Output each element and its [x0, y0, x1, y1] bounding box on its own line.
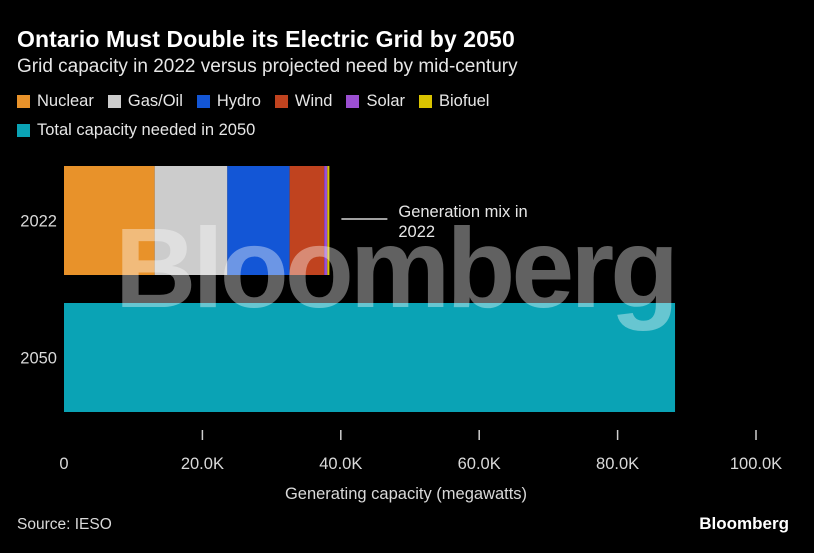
bloomberg-logo: Bloomberg	[699, 514, 789, 533]
legend-item-total-2050: Total capacity needed in 2050	[17, 121, 255, 140]
legend-label: Nuclear	[37, 92, 94, 110]
legend-item-nuclear: Nuclear	[17, 92, 94, 111]
legend-item-wind: Wind	[274, 92, 333, 111]
legend-label: Wind	[294, 92, 333, 110]
bar-2022-biofuel	[327, 166, 330, 275]
x-tick-label: 80.0K	[596, 455, 639, 473]
watermark: Bloomberg	[115, 205, 675, 331]
legend-item-biofuel: Biofuel	[419, 92, 489, 111]
legend-label: Total capacity needed in 2050	[37, 121, 256, 139]
legend-label: Biofuel	[439, 92, 490, 110]
x-tick-label: 0	[59, 455, 68, 473]
legend-swatch	[274, 95, 288, 108]
legend-label: Gas/Oil	[127, 92, 183, 110]
legend-swatch	[17, 124, 30, 137]
x-tick-label: 40.0K	[319, 455, 362, 473]
legend-swatch	[419, 95, 433, 108]
chart-subtitle: Grid capacity in 2022 versus projected n…	[17, 56, 518, 77]
legend-item-solar: Solar	[346, 92, 405, 111]
annotation-text: 2022	[398, 223, 435, 241]
annotation-text: Generation mix in	[398, 203, 527, 221]
bar-2050-total-capacity-needed-in-2050	[64, 303, 676, 412]
legend-label: Solar	[366, 92, 406, 110]
bar-2022-nuclear	[64, 166, 155, 275]
legend-swatch	[346, 95, 360, 108]
bar-2022-solar	[324, 166, 328, 275]
x-tick-label: 60.0K	[458, 455, 501, 473]
source-note: Source: IESO	[17, 516, 112, 533]
bars-layer	[64, 166, 676, 412]
legend-label: Hydro	[216, 92, 261, 110]
legend-item-gas-oil: Gas/Oil	[107, 92, 183, 111]
bar-2022-hydro	[227, 166, 290, 275]
y-tick-label: 2050	[20, 350, 57, 368]
legend-swatch	[196, 95, 210, 108]
x-tick-label: 20.0K	[181, 455, 224, 473]
chart-title: Ontario Must Double its Electric Grid by…	[17, 26, 515, 52]
legend-swatch	[107, 95, 121, 108]
annotation-layer: Generation mix in 2022	[341, 203, 528, 241]
x-axis: 0 20.0K 40.0K 60.0K 80.0K 100.0K	[59, 430, 782, 473]
x-axis-title: Generating capacity (megawatts)	[285, 485, 527, 503]
bar-2022-wind	[289, 166, 325, 275]
x-tick-label: 100.0K	[730, 455, 782, 473]
y-axis: 2022 2050	[20, 213, 57, 368]
bar-2022-gas-oil	[154, 166, 228, 275]
legend: Nuclear Gas/Oil Hydro Wind Solar Biofuel…	[17, 92, 577, 140]
y-tick-label: 2022	[20, 213, 57, 231]
legend-item-hydro: Hydro	[196, 92, 261, 111]
legend-swatch	[17, 95, 30, 108]
